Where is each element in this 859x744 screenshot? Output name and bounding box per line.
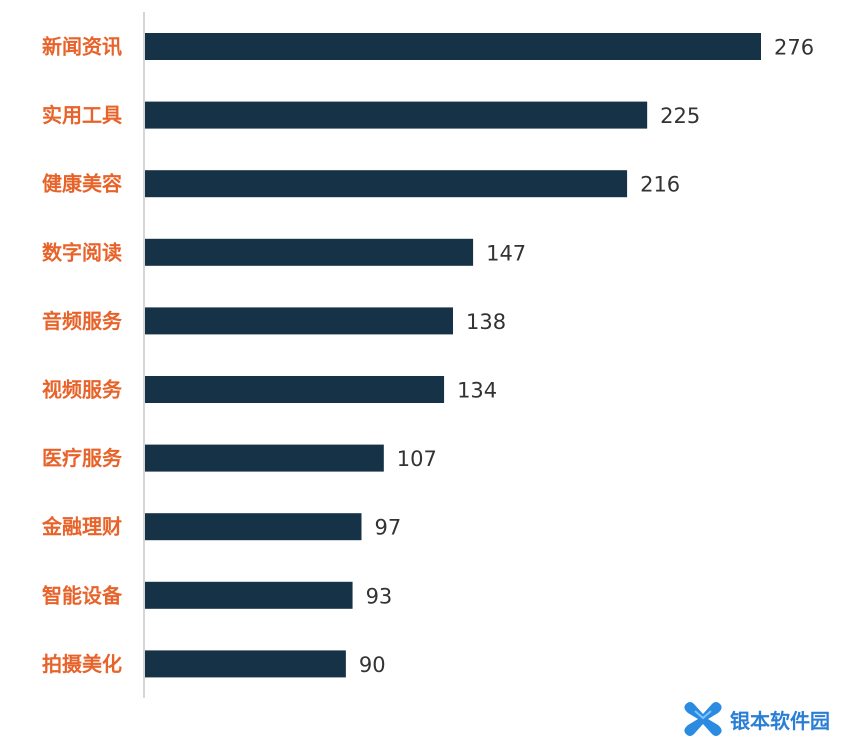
data-label: 225 [660,104,700,128]
bar [145,376,445,403]
watermark-text: 银本软件园 [730,708,830,733]
data-label: 216 [640,173,680,197]
data-label: 147 [486,241,526,265]
bar [145,444,384,472]
category-label: 金融理财 [41,515,122,539]
category-label: 数字阅读 [42,240,122,264]
bar [145,238,474,266]
bar [145,170,628,198]
category-label: 实用工具 [42,103,122,127]
category-label: 医疗服务 [42,446,123,470]
bar [145,513,362,541]
category-label: 拍摄美化 [42,652,122,676]
category-label: 新闻资讯 [42,35,122,59]
bar [145,650,346,678]
data-label: 276 [774,36,814,60]
bar [145,101,648,129]
data-label: 107 [397,447,437,471]
data-label: 90 [359,653,386,677]
category-label: 健康美容 [42,172,122,196]
bar [145,581,353,609]
data-label: 134 [457,379,497,403]
data-label: 97 [374,516,401,540]
category-label: 智能设备 [42,583,123,607]
bar [145,33,761,60]
watermark: 银本软件园 [680,695,850,743]
data-label: 93 [366,584,393,608]
category-label: 视频服务 [42,378,123,402]
x-logo-icon [684,702,722,736]
data-label: 138 [466,310,506,334]
bar [145,307,453,335]
category-label: 音频服务 [42,309,123,333]
